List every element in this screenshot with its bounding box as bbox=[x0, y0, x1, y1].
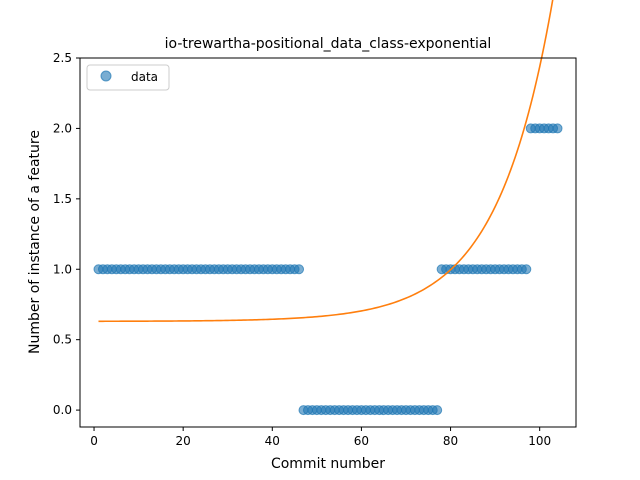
x-tick-label: 100 bbox=[528, 434, 551, 448]
plot-content bbox=[93, 0, 563, 416]
data-point bbox=[432, 405, 443, 416]
x-axis-label: Commit number bbox=[271, 456, 385, 472]
legend-marker-data bbox=[100, 70, 112, 82]
legend-label-data: data bbox=[131, 70, 158, 84]
plot-frame bbox=[79, 57, 577, 428]
data-point bbox=[294, 264, 305, 275]
y-axis-label: Number of instance of a feature bbox=[27, 130, 43, 354]
data-point bbox=[552, 123, 563, 134]
y-tick-label: 1.5 bbox=[53, 192, 72, 206]
y-axis-ticks: 0.0 0.5 1.0 1.5 2.0 2.5 bbox=[53, 51, 80, 417]
x-axis-ticks: 0 20 40 60 80 100 bbox=[90, 427, 551, 448]
x-tick-label: 80 bbox=[443, 434, 458, 448]
x-tick-label: 20 bbox=[176, 434, 191, 448]
exponential-fit-line bbox=[98, 0, 554, 323]
y-tick-label: 2.5 bbox=[53, 51, 72, 65]
legend: data bbox=[86, 64, 170, 91]
data-point bbox=[521, 264, 532, 275]
y-tick-label: 2.0 bbox=[53, 121, 72, 135]
chart-title: io-trewartha-positional_data_class-expon… bbox=[165, 36, 492, 52]
x-tick-label: 40 bbox=[265, 434, 280, 448]
y-tick-label: 1.0 bbox=[53, 262, 72, 276]
y-tick-label: 0.0 bbox=[53, 403, 72, 417]
x-tick-label: 0 bbox=[90, 434, 98, 448]
x-tick-label: 60 bbox=[354, 434, 369, 448]
y-tick-label: 0.5 bbox=[53, 333, 72, 347]
